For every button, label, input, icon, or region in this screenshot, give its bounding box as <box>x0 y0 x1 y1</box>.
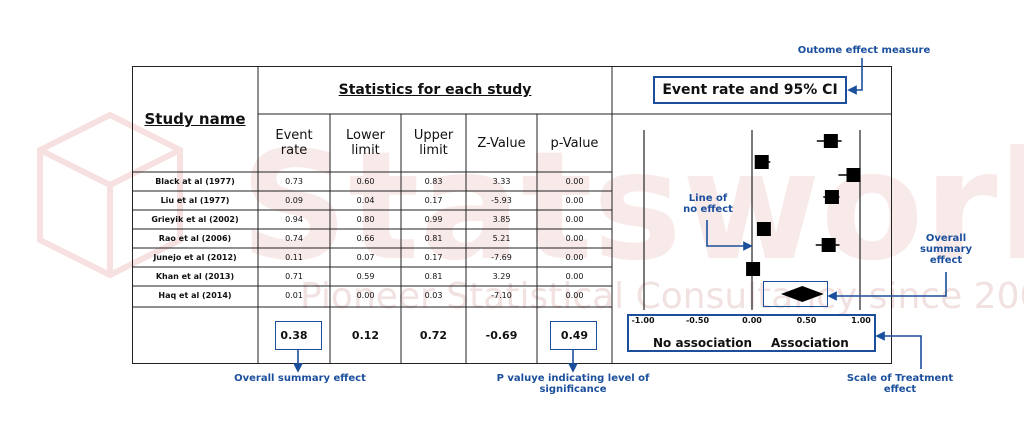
x-tick-label: 0.50 <box>796 316 817 325</box>
table-cell: -7.10 <box>491 291 512 300</box>
table-cell: 5.21 <box>492 234 511 243</box>
summary-cell-3: -0.69 <box>485 329 518 342</box>
table-cell: 3.33 <box>492 177 511 186</box>
table-cell: 0.00 <box>565 196 584 205</box>
table-cell: 3.29 <box>492 272 511 281</box>
study-name-cell: Haq et al (2014) <box>158 291 232 300</box>
table-cell: 0.07 <box>356 253 375 262</box>
summary-cell-1: 0.12 <box>351 329 380 342</box>
forest-header-box <box>653 76 847 104</box>
forest-plot-table: Study name Statistics for each study Eve… <box>132 66 892 364</box>
table-cell: -7.69 <box>491 253 512 262</box>
table-cell: 0.17 <box>424 253 443 262</box>
association-label: Association <box>771 336 849 350</box>
table-cell: 0.73 <box>285 177 303 186</box>
summary-cell-2: 0.72 <box>419 329 448 342</box>
table-cell: 0.00 <box>356 291 375 300</box>
table-cell: 0.00 <box>565 215 584 224</box>
summary-event-rate-box <box>275 321 322 350</box>
table-cell: 0.81 <box>424 272 443 281</box>
table-grid <box>132 66 892 364</box>
study-name-cell: Rao et al (2006) <box>158 234 232 243</box>
column-header-3: Z-Value <box>477 135 526 151</box>
table-cell: 0.17 <box>424 196 443 205</box>
column-header-1: Lower limit <box>346 128 385 158</box>
column-header-0: Event rate <box>275 128 313 158</box>
table-cell: 0.00 <box>565 272 584 281</box>
no-association-label: No association <box>653 336 753 350</box>
summary-cell-4: 0.49 <box>560 329 589 342</box>
table-cell: 3.85 <box>492 215 511 224</box>
stats-header: Statistics for each study <box>338 82 532 98</box>
annotation-scale: Scale of Treatment effect <box>846 373 954 395</box>
table-cell: 0.00 <box>565 253 584 262</box>
table-cell: 0.94 <box>285 215 303 224</box>
table-cell: 0.81 <box>424 234 443 243</box>
x-tick-label: 0.00 <box>742 316 762 325</box>
column-header-2: Upper limit <box>413 128 454 158</box>
table-cell: 0.11 <box>285 253 303 262</box>
table-cell: 0.03 <box>424 291 443 300</box>
annotation-p-value: P valuye indicating level of significanc… <box>496 373 650 395</box>
x-tick-label: -0.50 <box>685 316 710 325</box>
summary-cell-0: 0.38 <box>280 329 308 342</box>
table-cell: 0.83 <box>424 177 443 186</box>
summary-diamond-box <box>763 281 828 307</box>
annotation-overall-summary-right: Overall summary effect <box>919 233 973 266</box>
x-tick-label: 1.00 <box>851 316 871 325</box>
table-cell: 0.00 <box>565 234 584 243</box>
study-name-cell: Junejo et al (2012) <box>153 253 237 262</box>
table-cell: 0.01 <box>285 291 303 300</box>
table-cell: -5.93 <box>491 196 512 205</box>
table-cell: 0.59 <box>356 272 375 281</box>
x-tick-label: -1.00 <box>631 316 655 325</box>
study-name-header: Study name <box>144 110 246 128</box>
table-cell: 0.74 <box>285 234 303 243</box>
scale-box <box>627 314 876 352</box>
table-cell: 0.00 <box>565 291 584 300</box>
annotation-line-of-no-effect: Line of no effect <box>683 193 733 215</box>
table-cell: 0.00 <box>565 177 584 186</box>
table-cell: 0.80 <box>356 215 375 224</box>
annotation-outcome-measure: Outome effect measure <box>797 45 931 56</box>
study-name-cell: Khan et al (2013) <box>155 272 235 281</box>
study-name-cell: Liu et al (1977) <box>160 196 230 205</box>
table-cell: 0.60 <box>356 177 375 186</box>
table-cell: 0.04 <box>356 196 375 205</box>
table-cell: 0.71 <box>285 272 303 281</box>
study-name-cell: Grieyik et al (2002) <box>151 215 239 224</box>
forest-header: Event rate and 95% CI <box>662 82 838 98</box>
table-cell: 0.99 <box>424 215 443 224</box>
column-header-4: p-Value <box>550 135 599 151</box>
study-name-cell: Black at al (1977) <box>155 177 235 186</box>
table-cell: 0.66 <box>356 234 375 243</box>
annotation-overall-summary-bottom: Overall summary effect <box>234 373 366 384</box>
summary-p-value-box <box>550 321 597 350</box>
table-cell: 0.09 <box>285 196 303 205</box>
